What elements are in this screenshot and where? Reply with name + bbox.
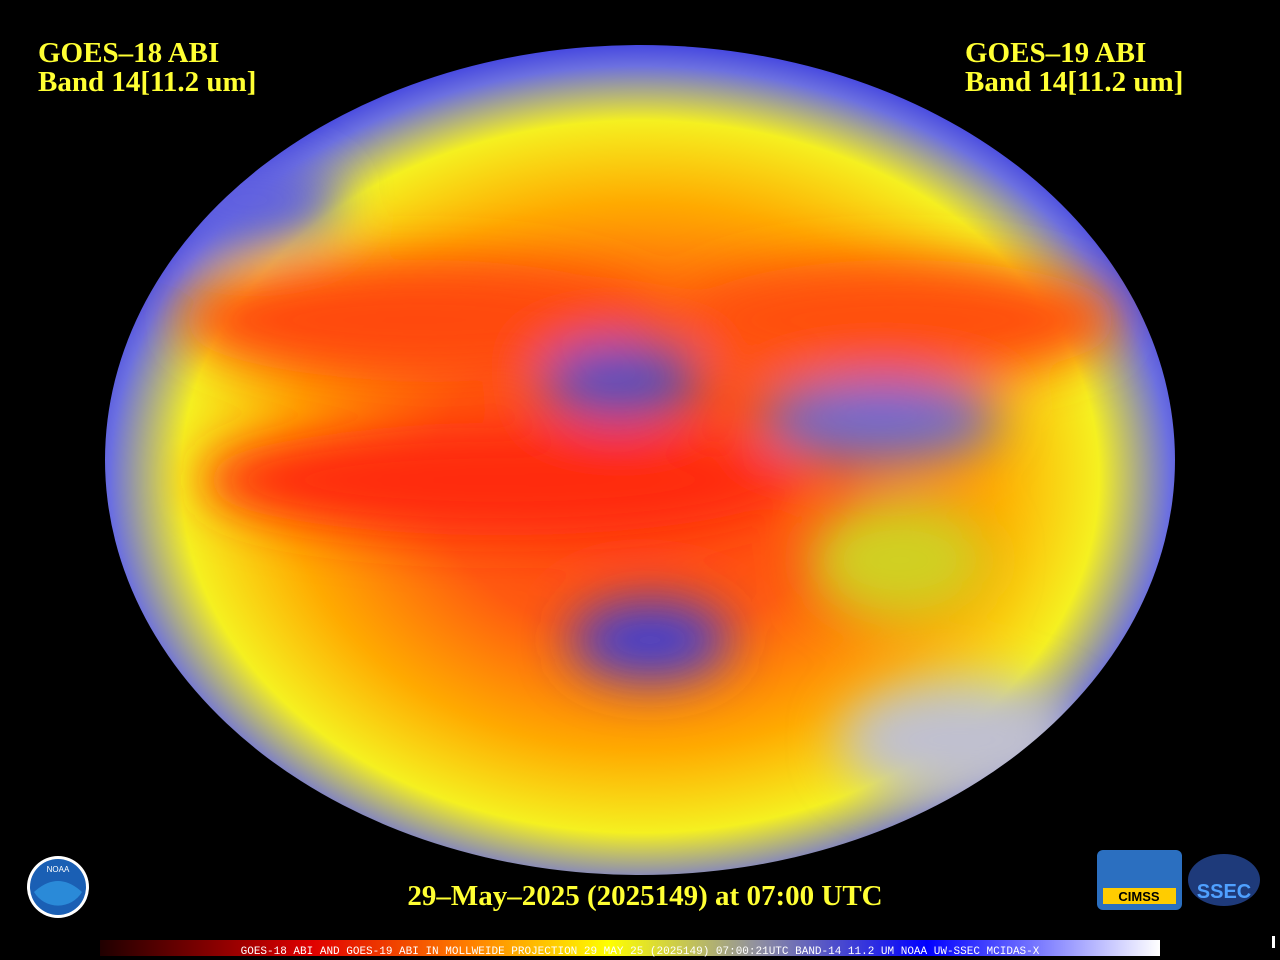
timestamp: 29–May–2025 (2025149) at 07:00 UTC — [407, 880, 882, 912]
left-title: GOES–18 ABI — [38, 37, 219, 69]
ssec-logo: SSEC — [1188, 854, 1260, 906]
marker — [1272, 936, 1275, 948]
left-band: Band 14[11.2 um] — [38, 66, 256, 98]
ssec-label: SSEC — [1197, 881, 1251, 903]
right-title: GOES–19 ABI — [965, 37, 1146, 69]
right-band: Band 14[11.2 um] — [965, 66, 1183, 98]
noaa-logo: NOAA — [27, 856, 89, 918]
colorbar — [100, 940, 1160, 956]
noaa-label: NOAA — [47, 865, 70, 874]
cimss-logo: CIMSS — [1097, 850, 1182, 910]
cloud-features — [160, 160, 1120, 800]
colorbar-caption: GOES-18 ABI AND GOES-19 ABI IN MOLLWEIDE… — [241, 946, 1040, 958]
cimss-label: CIMSS — [1118, 889, 1160, 904]
